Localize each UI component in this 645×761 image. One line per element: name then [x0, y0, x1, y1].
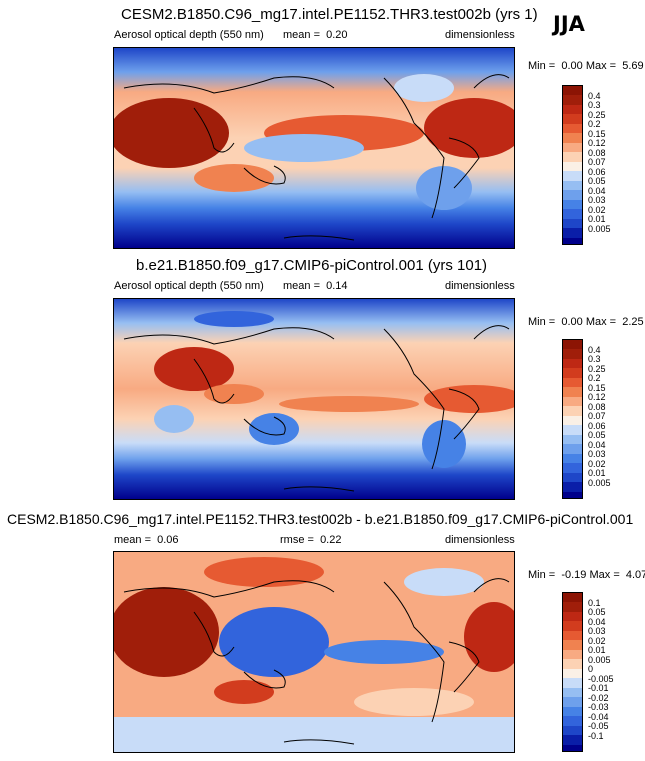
panel-2-title: b.e21.B1850.f09_g17.CMIP6-piControl.001 … [136, 257, 488, 274]
panel-2-map [113, 298, 515, 500]
panel-1-map [113, 47, 515, 249]
panel-3-colorbar [562, 592, 583, 752]
colorbar-label: 0.12 [588, 138, 606, 148]
colorbar-label: 0.04 [588, 186, 606, 196]
panel-2-units: dimensionless [445, 280, 515, 292]
colorbar-label: 0.25 [588, 110, 606, 120]
colorbar-label: 0.005 [588, 224, 611, 234]
panel-2-minmax: Min = 0.00 Max = 2.25 [528, 316, 644, 328]
colorbar-label: 0.03 [588, 449, 606, 459]
panel-1-colorbar [562, 85, 583, 245]
colorbar-label: 0.005 [588, 655, 611, 665]
colorbar-label: 0.07 [588, 411, 606, 421]
panel-3-title: CESM2.B1850.C96_mg17.intel.PE1152.THR3.t… [7, 511, 634, 527]
colorbar-label: 0.12 [588, 392, 606, 402]
colorbar-label: 0.3 [588, 100, 601, 110]
colorbar-label: -0.04 [588, 712, 609, 722]
colorbar-label: 0.03 [588, 195, 606, 205]
panel-2-variable: Aerosol optical depth (550 nm) [114, 280, 264, 292]
colorbar-label: 0.005 [588, 478, 611, 488]
colorbar-label: 0.15 [588, 383, 606, 393]
colorbar-label: 0.07 [588, 157, 606, 167]
colorbar-label: 0.1 [588, 598, 601, 608]
colorbar-label: 0.02 [588, 205, 606, 215]
panel-1-variable: Aerosol optical depth (550 nm) [114, 29, 264, 41]
colorbar-label: 0.02 [588, 636, 606, 646]
colorbar-label: -0.01 [588, 683, 609, 693]
colorbar-label: -0.005 [588, 674, 614, 684]
colorbar-label: 0.05 [588, 176, 606, 186]
colorbar-label: -0.02 [588, 693, 609, 703]
colorbar-label: 0.08 [588, 402, 606, 412]
panel-3-mean: mean = 0.06 [114, 534, 179, 546]
colorbar-label: 0.05 [588, 430, 606, 440]
colorbar-label: 0.01 [588, 468, 606, 478]
panel-3-colorbar-labels: 0.1 0.05 0.04 0.03 0.02 0.01 0.005 0 -0.… [588, 592, 633, 750]
colorbar-label: 0.2 [588, 373, 601, 383]
colorbar-label: 0.01 [588, 214, 606, 224]
panel-1-units: dimensionless [445, 29, 515, 41]
colorbar-label: 0.2 [588, 119, 601, 129]
colorbar-label: 0.03 [588, 626, 606, 636]
colorbar-label: 0.05 [588, 607, 606, 617]
colorbar-label: 0.06 [588, 167, 606, 177]
colorbar-label: 0.3 [588, 354, 601, 364]
panel-1-title: CESM2.B1850.C96_mg17.intel.PE1152.THR3.t… [121, 6, 538, 23]
colorbar-label: 0.01 [588, 645, 606, 655]
panel-1-minmax: Min = 0.00 Max = 5.69 [528, 60, 644, 72]
panel-2-colorbar [562, 339, 583, 499]
colorbar-label: 0.04 [588, 617, 606, 627]
colorbar-label: 0.02 [588, 459, 606, 469]
colorbar-label: -0.05 [588, 721, 609, 731]
colorbar-label: -0.03 [588, 702, 609, 712]
panel-1-colorbar-labels: 0.4 0.3 0.25 0.2 0.15 0.12 0.08 0.07 0.0… [588, 85, 628, 243]
colorbar-label: 0.08 [588, 148, 606, 158]
season-label: JJA [553, 12, 585, 36]
panel-2-mean: mean = 0.14 [283, 280, 348, 292]
panel-2-colorbar-labels: 0.4 0.3 0.25 0.2 0.15 0.12 0.08 0.07 0.0… [588, 339, 628, 497]
panel-3-minmax: Min = -0.19 Max = 4.07 [528, 569, 645, 581]
panel-3-units: dimensionless [445, 534, 515, 546]
panel-3-rmse: rmse = 0.22 [280, 534, 342, 546]
colorbar-label: 0.4 [588, 91, 601, 101]
panel-1-mean: mean = 0.20 [283, 29, 348, 41]
colorbar-label: 0.15 [588, 129, 606, 139]
colorbar-label: -0.1 [588, 731, 604, 741]
colorbar-label: 0.4 [588, 345, 601, 355]
colorbar-label: 0 [588, 664, 594, 674]
colorbar-label: 0.06 [588, 421, 606, 431]
colorbar-label: 0.04 [588, 440, 606, 450]
colorbar-label: 0.25 [588, 364, 606, 374]
panel-3-map [113, 551, 515, 753]
